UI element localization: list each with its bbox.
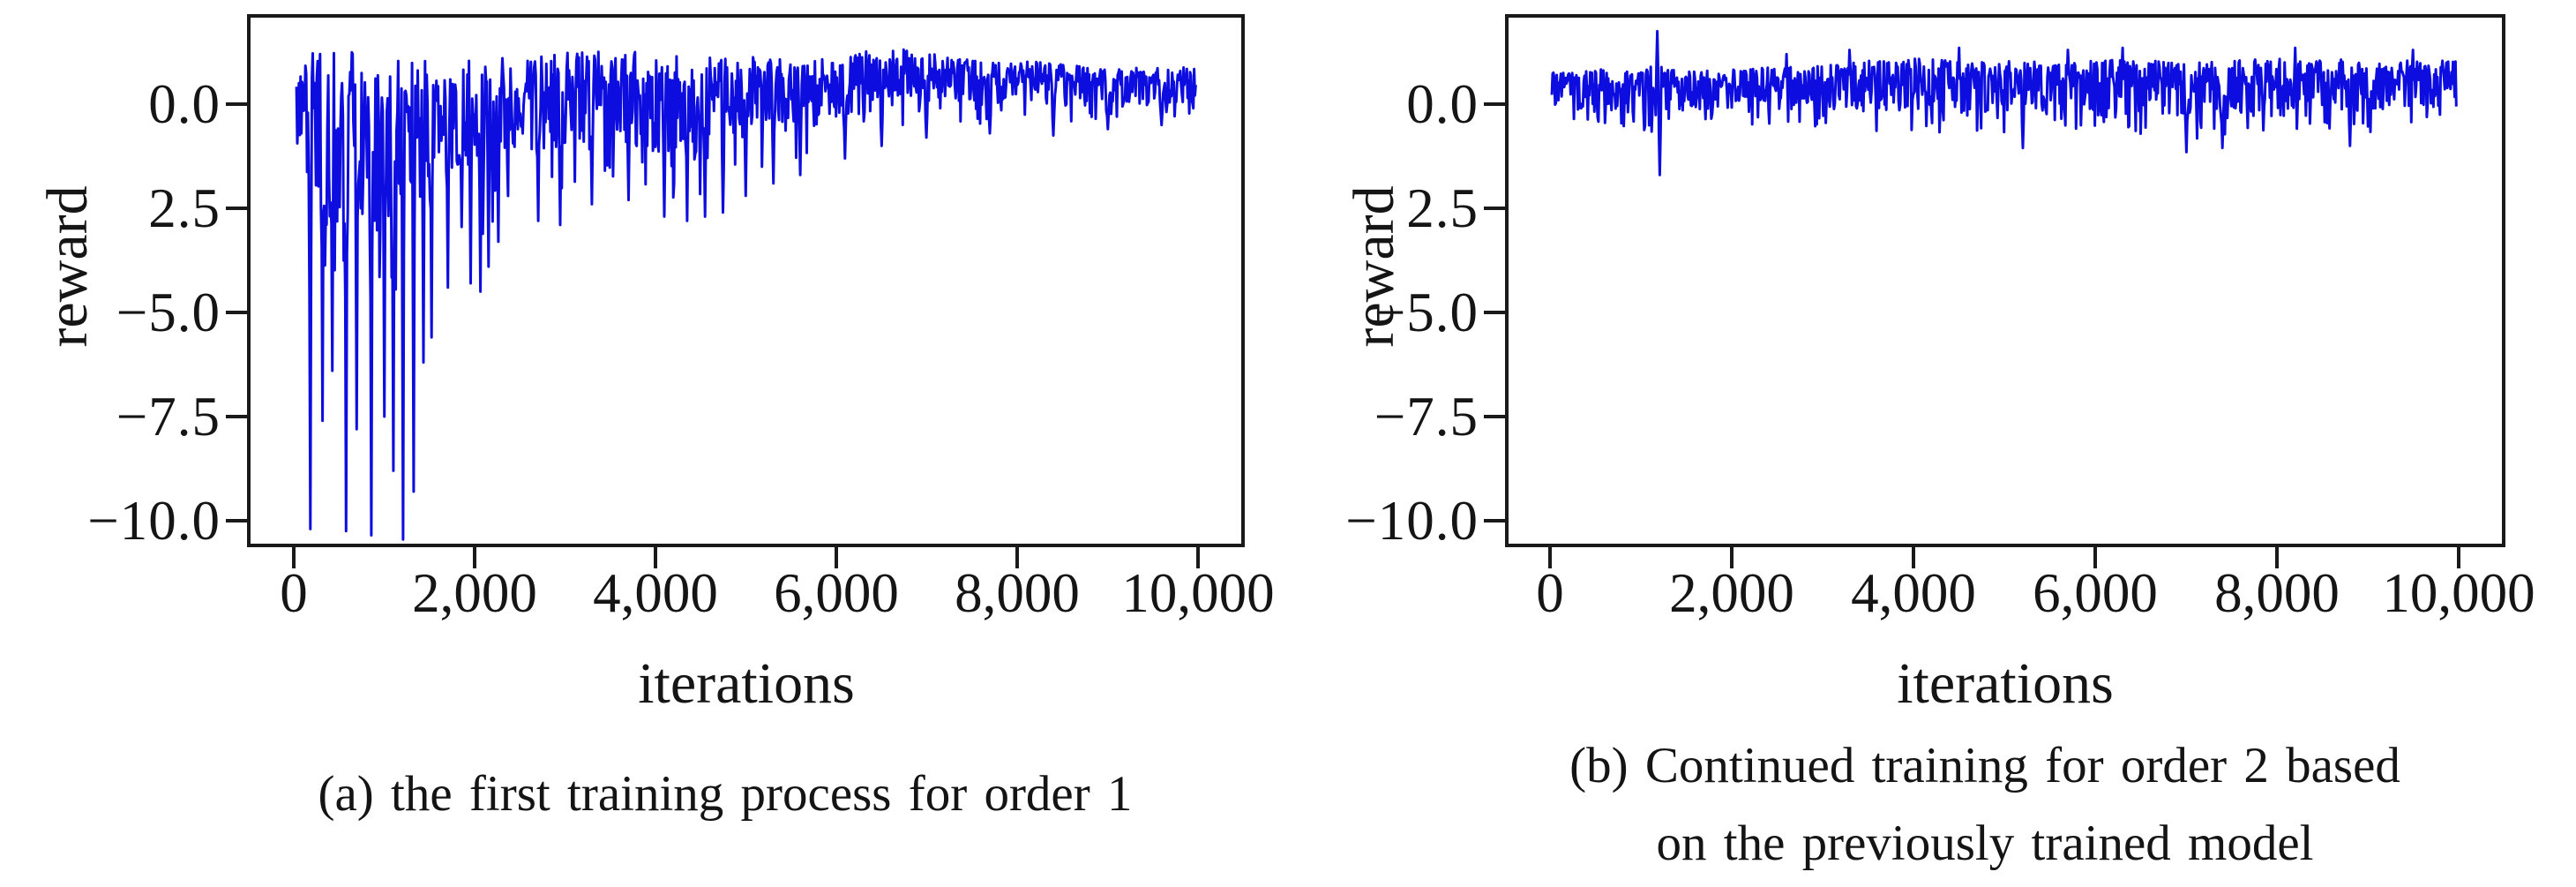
x-tick-label-a-0: 0 — [280, 562, 308, 624]
y-tick-label-b-4: −10.0 — [1345, 490, 1479, 552]
caption-a-line-1: (a) the first training process for order… — [318, 766, 1133, 822]
y-tick-label-b-1: 2.5 — [1406, 177, 1479, 239]
y-tick-label-b-2: −5.0 — [1374, 282, 1479, 343]
y-tick-label-b-0: 0.0 — [1406, 73, 1479, 135]
reward-trace-b — [1550, 29, 2458, 177]
x-tick-label-a-5: 10,000 — [1121, 562, 1275, 624]
x-tick-label-a-4: 8,000 — [955, 562, 1080, 624]
plot-frame-b — [1505, 14, 2505, 547]
caption-b-line-2: on the previously trained model — [1656, 816, 2314, 871]
plot-frame-a — [247, 14, 1245, 547]
reward-trace-a — [295, 48, 1197, 541]
x-tick-label-b-3: 6,000 — [2033, 562, 2158, 624]
x-tick-label-a-2: 4,000 — [593, 562, 718, 624]
y-axis-label-b: reward — [1342, 185, 1406, 348]
y-tick-label-a-4: −10.0 — [87, 490, 221, 552]
x-axis-label-b: iterations — [1897, 651, 2114, 716]
x-axis-label-a: iterations — [638, 651, 855, 716]
y-tick-label-a-1: 2.5 — [148, 177, 221, 239]
caption-panel-b: (b) Continued training for order 2 based… — [1367, 727, 2576, 883]
y-axis-label-a: reward — [35, 185, 100, 348]
x-tick-label-a-3: 6,000 — [774, 562, 899, 624]
caption-panel-a: (a) the first training process for order… — [152, 755, 1299, 833]
x-tick-label-b-0: 0 — [1536, 562, 1564, 624]
y-tick-label-a-2: −5.0 — [116, 282, 221, 343]
y-tick-label-b-3: −7.5 — [1374, 386, 1479, 447]
caption-b-line-1: (b) Continued training for order 2 based — [1569, 738, 2400, 793]
x-tick-label-b-5: 10,000 — [2382, 562, 2535, 624]
y-tick-label-a-0: 0.0 — [148, 73, 221, 135]
x-tick-label-b-1: 2,000 — [1669, 562, 1794, 624]
x-tick-label-b-4: 8,000 — [2214, 562, 2340, 624]
x-tick-label-a-1: 2,000 — [412, 562, 537, 624]
x-tick-label-b-2: 4,000 — [1851, 562, 1976, 624]
y-tick-label-a-3: −7.5 — [116, 386, 221, 447]
